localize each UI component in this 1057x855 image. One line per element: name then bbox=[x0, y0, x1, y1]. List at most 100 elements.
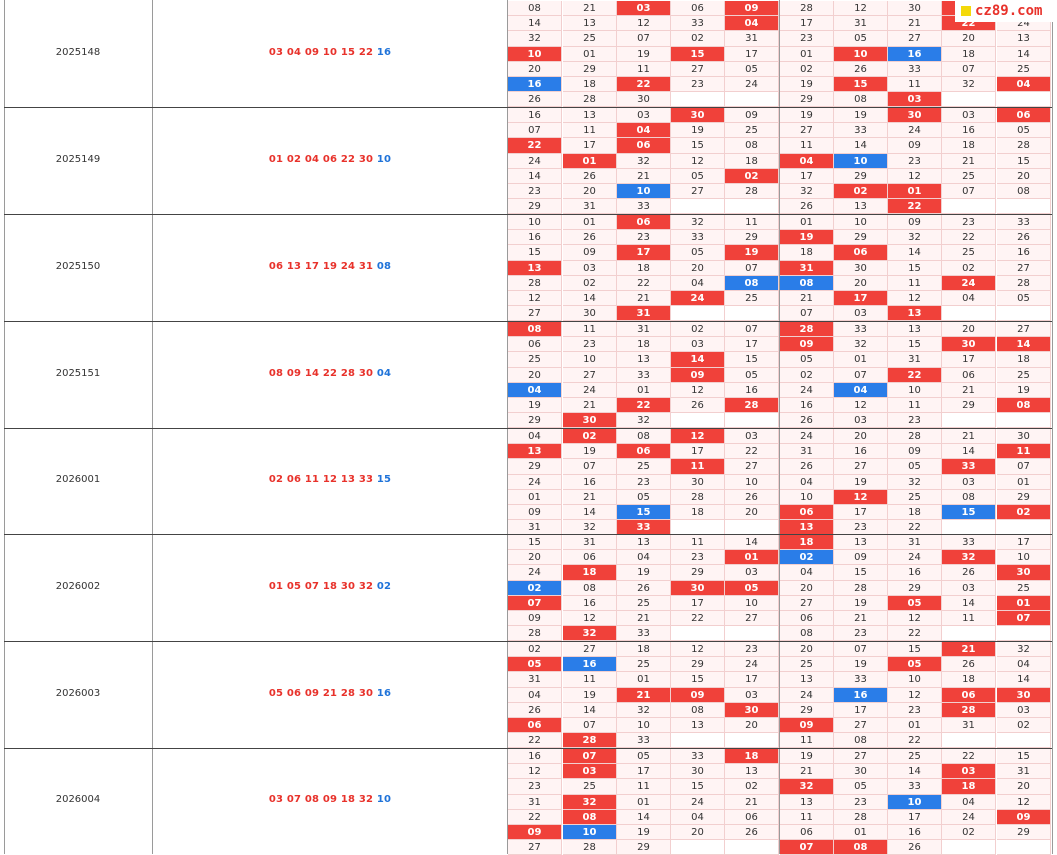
number-cell: 24 bbox=[780, 687, 834, 703]
number-cell: 25 bbox=[942, 245, 996, 261]
number-cell: 29 bbox=[780, 702, 834, 718]
number-cell: 33 bbox=[888, 61, 942, 77]
number-cell: 28 bbox=[942, 702, 996, 718]
number-cell: 09 bbox=[725, 1, 779, 17]
number-cell: 11 bbox=[617, 779, 671, 795]
number-cell: 18 bbox=[942, 46, 996, 62]
number-cell: 17 bbox=[563, 138, 617, 154]
number-cell: 11 bbox=[563, 672, 617, 688]
number-cell: 31 bbox=[942, 718, 996, 734]
number-cell: 18 bbox=[725, 749, 779, 765]
number-cell bbox=[671, 413, 725, 429]
number-cell: 17 bbox=[617, 245, 671, 261]
number-cell: 16 bbox=[888, 825, 942, 841]
number-cell: 05 bbox=[671, 168, 725, 184]
number-cell: 02 bbox=[997, 505, 1051, 521]
number-cell: 16 bbox=[780, 398, 834, 414]
number-cell bbox=[671, 840, 725, 855]
period-divider bbox=[4, 641, 1052, 642]
number-cell: 28 bbox=[563, 733, 617, 749]
number-cell: 11 bbox=[671, 459, 725, 475]
number-cell: 01 bbox=[834, 352, 888, 368]
number-cell: 01 bbox=[834, 825, 888, 841]
number-cell: 08 bbox=[508, 322, 562, 338]
number-cell: 06 bbox=[942, 687, 996, 703]
number-cell: 21 bbox=[563, 398, 617, 414]
number-cell: 08 bbox=[563, 809, 617, 825]
number-cell: 04 bbox=[997, 657, 1051, 673]
number-cell: 16 bbox=[942, 123, 996, 139]
number-cell: 30 bbox=[997, 687, 1051, 703]
number-cell: 14 bbox=[508, 168, 562, 184]
number-cell: 26 bbox=[725, 825, 779, 841]
number-cell: 13 bbox=[725, 764, 779, 780]
number-cell: 18 bbox=[617, 642, 671, 658]
number-cell: 14 bbox=[997, 672, 1051, 688]
number-cell: 03 bbox=[888, 92, 942, 108]
number-cell: 15 bbox=[671, 138, 725, 154]
number-cell: 06 bbox=[617, 444, 671, 460]
period-divider bbox=[4, 321, 1052, 322]
number-cell: 20 bbox=[942, 31, 996, 47]
number-cell: 08 bbox=[617, 429, 671, 445]
number-cell: 28 bbox=[997, 275, 1051, 291]
number-cell: 04 bbox=[942, 794, 996, 810]
number-cell bbox=[997, 199, 1051, 215]
number-cell: 26 bbox=[563, 168, 617, 184]
number-cell: 33 bbox=[942, 535, 996, 551]
number-cell: 01 bbox=[888, 718, 942, 734]
column-divider bbox=[4, 0, 5, 854]
blue-ball: 10 bbox=[376, 153, 392, 165]
number-cell: 07 bbox=[997, 459, 1051, 475]
number-cell: 04 bbox=[834, 382, 888, 398]
number-cell: 11 bbox=[997, 444, 1051, 460]
number-cell: 13 bbox=[834, 535, 888, 551]
number-cell: 06 bbox=[671, 1, 725, 17]
number-cell: 28 bbox=[888, 429, 942, 445]
number-cell: 25 bbox=[997, 580, 1051, 596]
number-cell: 10 bbox=[508, 215, 562, 231]
number-cell: 14 bbox=[508, 16, 562, 32]
number-cell: 19 bbox=[780, 77, 834, 93]
number-cell: 12 bbox=[834, 489, 888, 505]
number-cell: 12 bbox=[671, 429, 725, 445]
number-cell bbox=[997, 733, 1051, 749]
number-cell: 10 bbox=[834, 215, 888, 231]
number-cell: 26 bbox=[725, 489, 779, 505]
number-cell: 11 bbox=[617, 61, 671, 77]
number-cell: 32 bbox=[780, 184, 834, 200]
number-cell: 23 bbox=[834, 794, 888, 810]
number-cell: 31 bbox=[617, 306, 671, 322]
number-cell: 10 bbox=[725, 595, 779, 611]
number-cell: 22 bbox=[888, 626, 942, 642]
draw-numbers: 08 09 14 22 28 30 04 bbox=[153, 368, 507, 379]
number-cell: 25 bbox=[997, 61, 1051, 77]
number-cell: 19 bbox=[780, 230, 834, 246]
number-cell: 21 bbox=[942, 429, 996, 445]
number-cell: 22 bbox=[888, 367, 942, 383]
number-cell bbox=[942, 733, 996, 749]
number-cell: 03 bbox=[997, 702, 1051, 718]
number-cell bbox=[942, 199, 996, 215]
number-cell: 10 bbox=[888, 672, 942, 688]
site-logo[interactable]: cz89.com bbox=[955, 0, 1057, 22]
number-cell: 12 bbox=[888, 291, 942, 307]
number-cell: 15 bbox=[834, 77, 888, 93]
number-cell: 09 bbox=[671, 367, 725, 383]
number-cell: 24 bbox=[725, 657, 779, 673]
number-cell: 17 bbox=[997, 535, 1051, 551]
number-cell: 16 bbox=[508, 749, 562, 765]
number-cell bbox=[671, 92, 725, 108]
number-cell: 14 bbox=[725, 535, 779, 551]
number-cell: 07 bbox=[508, 595, 562, 611]
number-cell: 16 bbox=[888, 46, 942, 62]
number-cell: 15 bbox=[834, 565, 888, 581]
number-cell: 09 bbox=[780, 718, 834, 734]
number-cell: 21 bbox=[780, 291, 834, 307]
number-cell: 04 bbox=[671, 275, 725, 291]
number-cell: 14 bbox=[997, 46, 1051, 62]
number-cell: 11 bbox=[888, 77, 942, 93]
number-cell: 24 bbox=[942, 809, 996, 825]
number-cell: 06 bbox=[508, 718, 562, 734]
number-cell: 23 bbox=[725, 642, 779, 658]
